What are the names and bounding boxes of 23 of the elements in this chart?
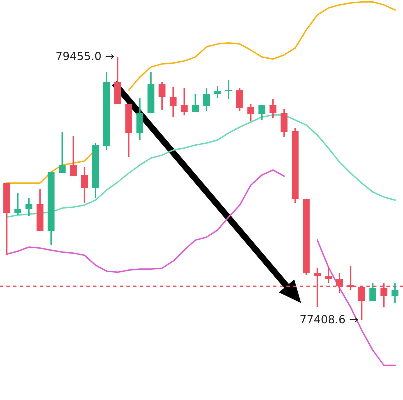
candlestick	[181, 88, 188, 116]
candlestick	[258, 104, 266, 121]
candlestick	[203, 88, 210, 112]
candlestick	[270, 98, 277, 120]
annotation: 79455.0 →	[56, 52, 114, 60]
candlestick	[370, 282, 376, 302]
candlestick	[81, 166, 88, 204]
candlestick	[114, 56, 122, 106]
candlestick	[225, 80, 232, 100]
candlestick	[325, 266, 332, 284]
candlestick	[26, 198, 33, 218]
candlestick	[248, 104, 254, 122]
candlestick	[70, 136, 77, 178]
candlestick	[158, 82, 166, 111]
candlestick	[392, 282, 399, 304]
candlestick	[280, 108, 288, 138]
candlestick	[192, 94, 200, 113]
candlestick	[136, 98, 144, 142]
candlestick	[14, 192, 22, 216]
candlestick	[214, 86, 222, 99]
candlestick	[170, 86, 177, 118]
candlestick	[59, 132, 66, 174]
candlestick	[236, 88, 244, 112]
